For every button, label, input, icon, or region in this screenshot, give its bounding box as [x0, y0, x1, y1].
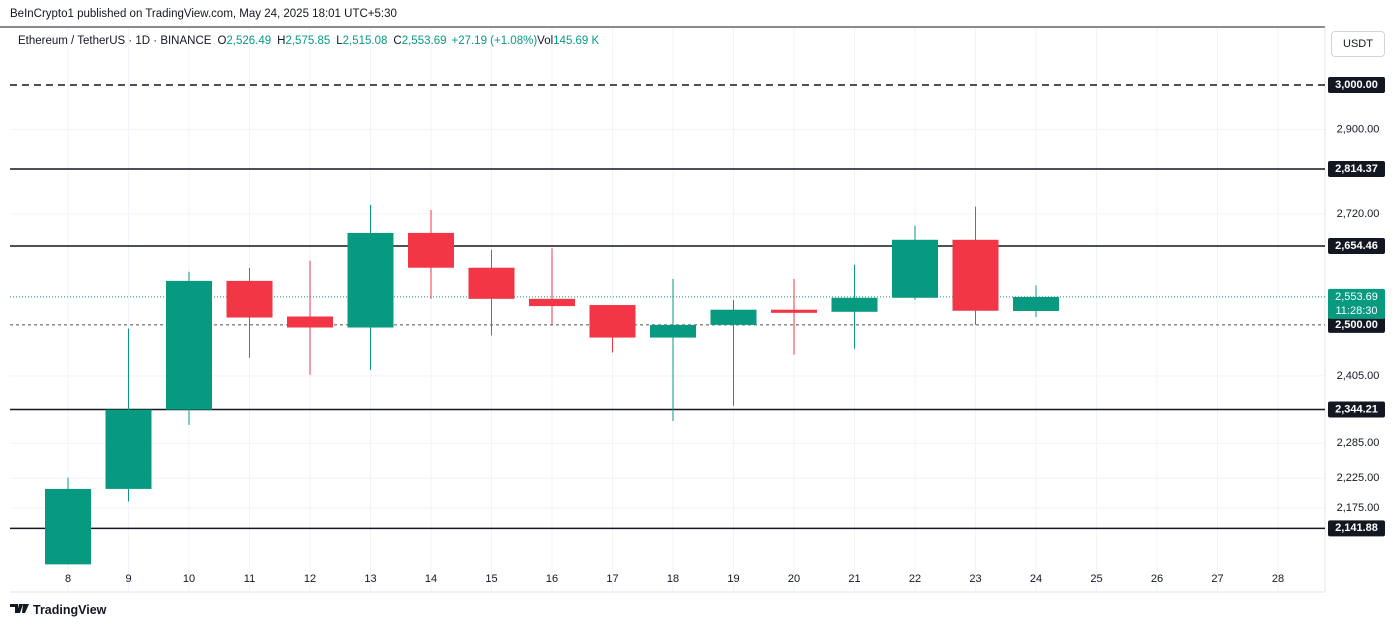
last-price-box: [1328, 288, 1385, 319]
x-tick-label: 24: [1030, 573, 1042, 585]
x-tick-label: 28: [1272, 573, 1284, 585]
countdown: 11:28:30: [1335, 305, 1377, 317]
y-tick-label: 2,225.00: [1337, 472, 1380, 484]
candle-body: [226, 280, 273, 318]
level-label: 2,344.21: [1335, 403, 1378, 415]
candle-body: [347, 232, 394, 328]
candle-body: [468, 267, 515, 299]
x-tick-label: 14: [425, 573, 437, 585]
level-label-box: [1328, 316, 1385, 333]
candle-body: [105, 409, 152, 489]
x-tick-label: 11: [244, 573, 255, 585]
candle-body: [529, 298, 575, 307]
x-tick-label: 22: [909, 573, 921, 585]
candle-body: [771, 309, 817, 313]
ohlc-key: O: [217, 35, 227, 47]
candle-body: [589, 305, 636, 338]
currency-button[interactable]: USDT: [1331, 31, 1385, 57]
level-label: 3,000.00: [1335, 79, 1378, 91]
x-tick-label: 16: [546, 573, 558, 585]
ohlc-key: H: [277, 35, 286, 47]
candle-body: [650, 324, 696, 338]
ohlc-value: 2,515.08: [342, 35, 388, 47]
level-label: 2,654.46: [1335, 240, 1378, 252]
ohlc-key: C: [393, 35, 402, 47]
ohlc-value: 2,575.85: [285, 35, 331, 47]
ohlc-key: L: [336, 35, 343, 47]
x-tick-label: 9: [125, 573, 131, 585]
candle-body: [287, 316, 333, 328]
level-label-box: [1328, 520, 1385, 537]
x-tick-label: 17: [606, 573, 618, 585]
x-tick-label: 26: [1151, 573, 1163, 585]
level-label-box: [1328, 161, 1385, 178]
candle-body: [1013, 296, 1059, 312]
brand: TradingView: [33, 603, 107, 617]
tradingview-logo: [10, 604, 29, 613]
level-label: 2,500.00: [1335, 319, 1378, 331]
y-tick-label: 2,285.00: [1337, 437, 1380, 449]
publisher: BeInCrypto1 published on TradingView.com…: [10, 8, 397, 20]
symbol: Ethereum / TetherUS · 1D · BINANCE: [18, 35, 212, 47]
candle-body: [45, 488, 91, 565]
level-label: 2,814.37: [1335, 163, 1378, 175]
legend: Ethereum / TetherUS · 1D · BINANCE O2,526…: [18, 35, 599, 47]
candle-body: [710, 309, 757, 325]
x-tick-label: 18: [667, 573, 679, 585]
x-tick-label: 21: [848, 573, 860, 585]
x-tick-label: 25: [1090, 573, 1102, 585]
level-label-box: [1328, 401, 1385, 418]
x-tick-label: 10: [183, 573, 195, 585]
y-tick-label: 2,900.00: [1337, 123, 1380, 135]
candle-body: [831, 297, 878, 312]
level-label-box: [1328, 237, 1385, 254]
level-label: 2,141.88: [1335, 522, 1378, 534]
y-tick-label: 2,405.00: [1337, 370, 1380, 382]
x-tick-label: 13: [364, 573, 376, 585]
x-tick-label: 19: [727, 573, 739, 585]
candle-body: [166, 280, 212, 410]
y-tick-label: 2,720.00: [1337, 208, 1380, 220]
y-tick-label: 2,175.00: [1337, 502, 1380, 514]
x-tick-label: 12: [304, 573, 316, 585]
x-tick-label: 20: [788, 573, 800, 585]
candle-body: [952, 239, 999, 311]
volume-value: 145.69 K: [553, 35, 600, 47]
level-label-box: [1328, 76, 1385, 93]
change: +27.19 (+1.08%): [451, 35, 538, 47]
volume-key: Vol: [537, 35, 554, 47]
x-tick-label: 23: [969, 573, 981, 585]
candle-body: [892, 239, 938, 298]
ohlc-value: 2,526.49: [226, 35, 272, 47]
ohlc-value: 2,553.69: [401, 35, 447, 47]
candle-body: [408, 232, 454, 268]
x-tick-label: 15: [485, 573, 497, 585]
x-tick-label: 8: [65, 573, 71, 585]
last-price-label: 2,553.69: [1335, 291, 1378, 303]
x-tick-label: 27: [1211, 573, 1223, 585]
